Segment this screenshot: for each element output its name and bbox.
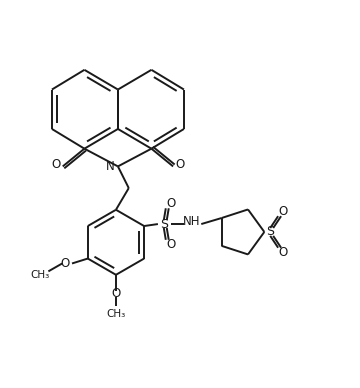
Text: O: O <box>111 287 121 300</box>
Text: O: O <box>60 257 70 270</box>
Text: O: O <box>166 197 175 210</box>
Text: O: O <box>166 238 175 251</box>
Text: O: O <box>51 158 60 171</box>
Text: N: N <box>106 160 114 173</box>
Text: O: O <box>278 205 288 218</box>
Text: S: S <box>266 225 274 239</box>
Text: O: O <box>175 158 185 171</box>
Text: CH₃: CH₃ <box>106 309 126 319</box>
Text: O: O <box>278 246 288 259</box>
Text: NH: NH <box>183 215 200 228</box>
Text: CH₃: CH₃ <box>31 270 50 280</box>
Text: S: S <box>160 218 168 230</box>
